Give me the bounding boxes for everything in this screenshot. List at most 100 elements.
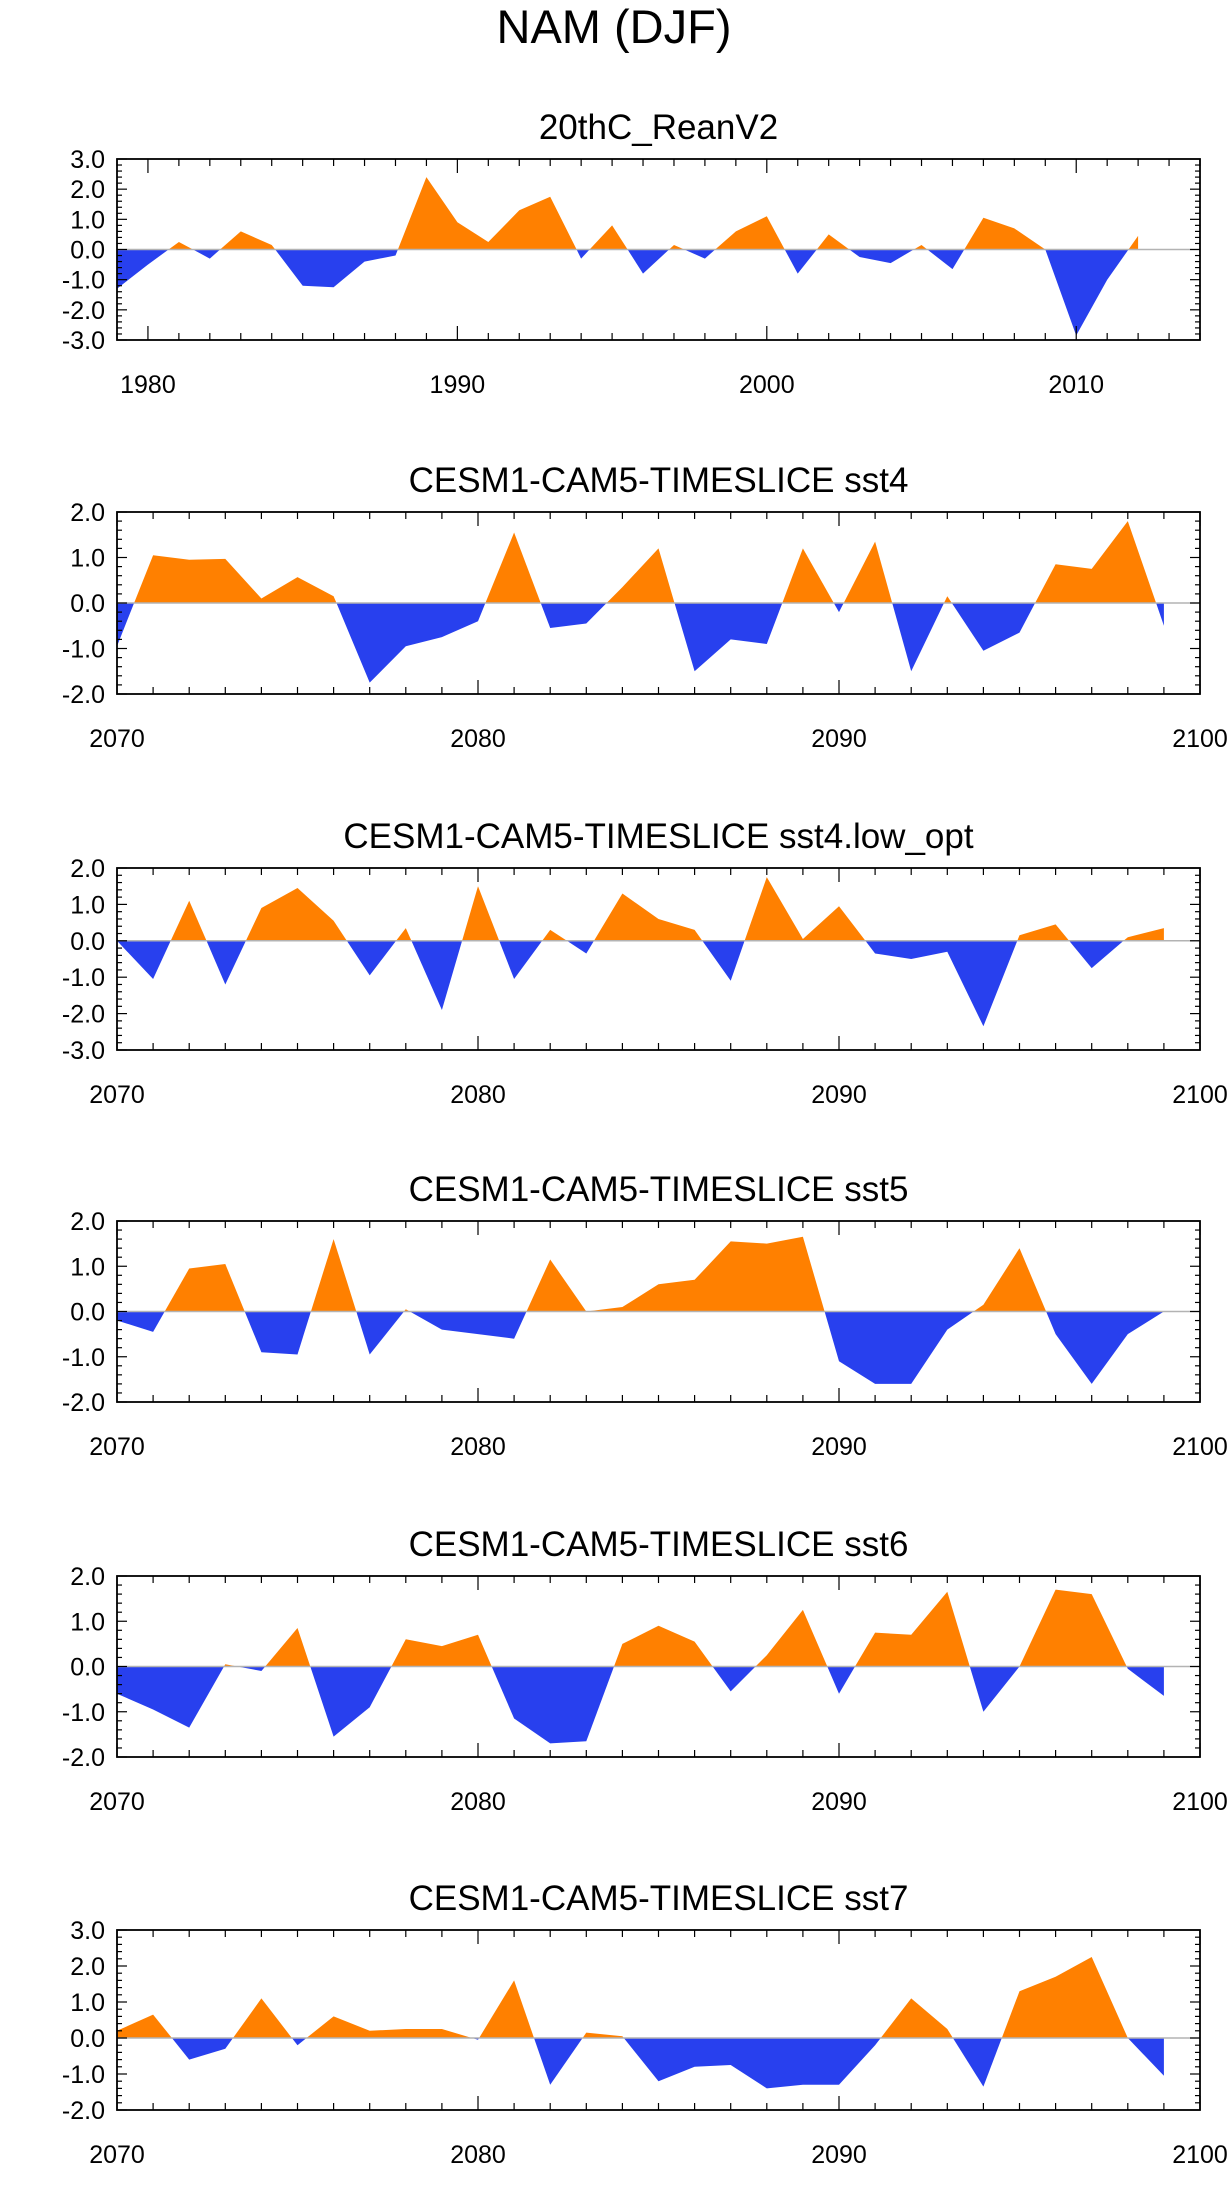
positive-area-4 — [306, 2016, 472, 2038]
x-tick-label: 2090 — [811, 725, 867, 753]
positive-area-14 — [744, 877, 866, 941]
positive-area-6 — [479, 1980, 534, 2038]
negative-area-16 — [927, 249, 965, 270]
positive-area-12 — [594, 893, 703, 941]
y-tick-label: -1.0 — [62, 1699, 105, 1727]
x-tick-label: 2090 — [811, 1433, 867, 1461]
x-tick-label: 2080 — [450, 1788, 506, 1816]
negative-area-9 — [499, 940, 543, 979]
negative-area-14 — [1156, 603, 1164, 626]
positive-area-9 — [843, 541, 893, 603]
negative-area-9 — [623, 2038, 881, 2089]
y-tick-label: 2.0 — [70, 499, 105, 527]
x-tick-label: 2090 — [811, 2141, 867, 2169]
negative-area-3 — [291, 2038, 307, 2046]
y-tick-label: 0.0 — [70, 1299, 105, 1327]
negative-area-0 — [117, 1311, 165, 1332]
y-tick-label: 1.0 — [70, 1989, 105, 2017]
y-tick-label: -2.0 — [62, 1744, 105, 1772]
x-tick-label: 1990 — [430, 371, 486, 399]
positive-area-10 — [880, 1998, 953, 2038]
negative-area-10 — [892, 603, 944, 672]
positive-area-13 — [1019, 1589, 1127, 1667]
positive-area-8 — [462, 886, 500, 941]
y-tick-label: -2.0 — [62, 1001, 105, 1029]
negative-area-4 — [356, 1311, 404, 1355]
negative-area-12 — [784, 249, 817, 274]
positive-area-12 — [1001, 1957, 1128, 2038]
negative-area-4 — [310, 1666, 392, 1737]
panel-5: CESM1-CAM5-TIMESLICE sst7 3.0 2.0 1.0 0.0 -1.… — [62, 1879, 1228, 2169]
positive-area-1 — [168, 242, 193, 250]
y-tick-label: -2.0 — [62, 297, 105, 325]
positive-area-5 — [606, 548, 675, 603]
positive-area-11 — [944, 596, 952, 603]
negative-area-2 — [244, 1311, 311, 1355]
positive-area-10 — [542, 929, 567, 941]
negative-area-8 — [627, 249, 670, 274]
y-tick-label: -3.0 — [62, 327, 105, 355]
negative-area-6 — [576, 249, 590, 259]
panel-title: CESM1-CAM5-TIMESLICE sst6 — [409, 1525, 909, 1564]
x-tick-label: 2090 — [811, 1788, 867, 1816]
negative-area-15 — [865, 940, 1018, 1027]
negative-area-1 — [117, 940, 171, 979]
negative-area-10 — [1046, 1311, 1164, 1384]
panel-title: 20thC_ReanV2 — [539, 108, 778, 147]
positive-area-1 — [164, 1264, 245, 1312]
positive-area-7 — [526, 1236, 825, 1312]
negative-area-8 — [833, 603, 844, 613]
negative-area-8 — [712, 1666, 756, 1692]
x-tick-label: 2100 — [1172, 2141, 1228, 2169]
positive-area-18 — [1123, 928, 1164, 941]
negative-area-11 — [566, 940, 594, 954]
y-tick-label: 3.0 — [70, 146, 105, 174]
negative-area-10 — [827, 1666, 855, 1694]
x-tick-label: 2100 — [1172, 1788, 1228, 1816]
negative-area-6 — [674, 603, 783, 672]
y-tick-label: 1.0 — [70, 891, 105, 919]
negative-area-10 — [684, 249, 716, 259]
positive-area-11 — [855, 1591, 970, 1667]
x-tick-label: 2080 — [450, 1433, 506, 1461]
y-tick-label: -1.0 — [62, 2061, 105, 2089]
positive-area-8 — [582, 2032, 624, 2038]
negative-area-5 — [346, 940, 397, 976]
positive-area-16 — [1017, 924, 1070, 941]
negative-area-0 — [117, 603, 135, 647]
x-tick-label: 2090 — [811, 1081, 867, 1109]
negative-area-8 — [824, 1311, 974, 1384]
negative-area-0 — [117, 249, 169, 289]
negative-area-2 — [336, 603, 486, 683]
negative-area-17 — [1069, 940, 1124, 969]
positive-area-0 — [117, 2014, 172, 2038]
panel-4: CESM1-CAM5-TIMESLICE sst6 2.0 1.0 0.0 -1.0 -2… — [62, 1525, 1228, 1816]
positive-area-11 — [715, 216, 785, 250]
y-tick-label: 0.0 — [70, 237, 105, 265]
positive-area-9 — [973, 1248, 1047, 1312]
negative-area-12 — [969, 1666, 1020, 1712]
y-tick-label: 3.0 — [70, 1917, 105, 1945]
negative-area-4 — [275, 249, 398, 288]
positive-area-4 — [245, 888, 347, 941]
panel-title: CESM1-CAM5-TIMESLICE sst4 — [409, 461, 909, 500]
negative-area-6 — [491, 1666, 614, 1744]
positive-area-2 — [170, 900, 207, 941]
y-tick-label: -1.0 — [62, 1344, 105, 1372]
x-tick-label: 2080 — [450, 725, 506, 753]
x-tick-label: 2080 — [450, 2141, 506, 2169]
x-tick-label: 2070 — [89, 2141, 145, 2169]
panel-1: CESM1-CAM5-TIMESLICE sst4 2.0 1.0 0.0 -1.0 -2… — [62, 461, 1228, 753]
x-tick-label: 2080 — [450, 1081, 506, 1109]
negative-area-12 — [951, 603, 1036, 651]
y-tick-label: -1.0 — [62, 267, 105, 295]
y-tick-label: 2.0 — [70, 855, 105, 883]
negative-area-7 — [411, 940, 463, 1010]
y-tick-label: -2.0 — [62, 2097, 105, 2125]
panel-3: CESM1-CAM5-TIMESLICE sst5 2.0 1.0 0.0 -1.0 -2… — [62, 1170, 1228, 1461]
y-tick-label: 1.0 — [70, 206, 105, 234]
positive-area-15 — [913, 245, 928, 250]
x-tick-label: 2070 — [89, 1433, 145, 1461]
positive-area-5 — [391, 1634, 492, 1667]
